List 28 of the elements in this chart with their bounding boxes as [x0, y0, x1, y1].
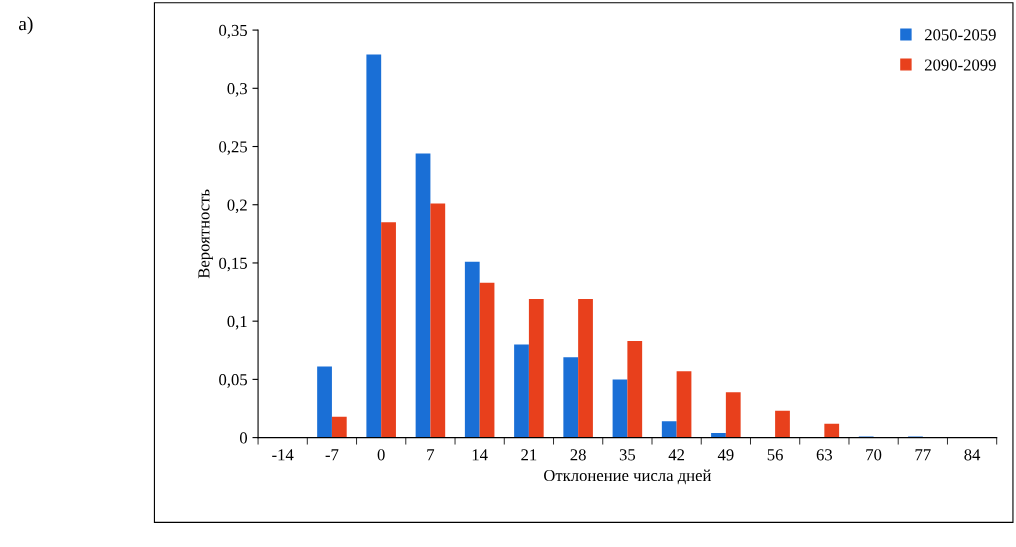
x-tick-label: 77 — [915, 449, 931, 461]
x-tick-label: 63 — [816, 449, 833, 461]
y-tick-label: 0,1 — [227, 315, 247, 330]
x-tick-label: -7 — [325, 449, 339, 461]
y-tick-label: 0,25 — [219, 141, 247, 155]
x-tick-label: 70 — [866, 449, 882, 461]
x-tick-label: 84 — [964, 449, 981, 461]
legend-label: 2090-2099 — [924, 59, 996, 71]
x-tick-label: 21 — [521, 449, 537, 461]
x-tick-label: -14 — [272, 449, 294, 461]
y-tick-label: 0,2 — [227, 199, 247, 214]
x-tick-label: 49 — [717, 449, 734, 461]
legend-label: 2050-2059 — [924, 29, 996, 41]
y-tick-label: 0,05 — [219, 374, 247, 388]
y-tick-label: 0 — [239, 432, 248, 444]
x-tick-label: 42 — [668, 449, 685, 461]
y-tick-label: 0,35 — [219, 24, 247, 39]
x-tick-label: 35 — [619, 449, 636, 461]
x-tick-label: 0 — [377, 449, 385, 461]
y-tick-label: 0,15 — [219, 257, 247, 272]
x-tick-label: 56 — [767, 449, 783, 461]
y-tick-label: 0,3 — [227, 83, 247, 97]
x-tick-label: 28 — [570, 449, 586, 461]
x-tick-label: 14 — [472, 449, 488, 461]
x-tick-label: 7 — [427, 449, 435, 461]
y-axis-title: Вероятность — [198, 189, 213, 279]
text: a) — [18, 16, 33, 35]
x-axis-title: Отклонение числа дней — [544, 469, 712, 485]
